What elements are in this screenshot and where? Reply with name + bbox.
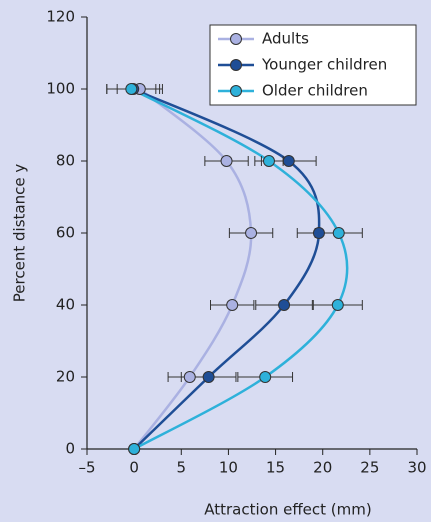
data-point bbox=[332, 227, 345, 239]
data-point bbox=[183, 371, 196, 383]
series-curve bbox=[132, 87, 321, 450]
x-tick-label: 15 bbox=[266, 459, 285, 477]
y-tick-label: 0 bbox=[65, 440, 75, 458]
data-point bbox=[262, 155, 275, 167]
series-curve bbox=[133, 88, 253, 450]
data-point bbox=[259, 371, 272, 383]
data-point bbox=[245, 227, 258, 239]
y-tick-label: 100 bbox=[46, 80, 75, 98]
y-axis-label: Percent distance y bbox=[11, 164, 29, 303]
x-tick-label: 30 bbox=[407, 459, 426, 477]
legend-marker bbox=[230, 33, 242, 45]
data-point bbox=[125, 83, 138, 95]
x-tick-label: 25 bbox=[360, 459, 379, 477]
x-tick-label: –5 bbox=[78, 459, 95, 477]
y-tick-label: 40 bbox=[56, 296, 75, 314]
data-point bbox=[226, 299, 239, 311]
y-tick-label: 60 bbox=[56, 224, 75, 242]
x-tick-label: 20 bbox=[313, 459, 332, 477]
data-point bbox=[282, 155, 295, 167]
data-point bbox=[312, 227, 325, 239]
data-point bbox=[331, 299, 344, 311]
series-curve bbox=[130, 87, 349, 451]
y-tick-label: 80 bbox=[56, 152, 75, 170]
legend-marker bbox=[230, 85, 242, 97]
y-tick-label: 20 bbox=[56, 368, 75, 386]
legend-label: Adults bbox=[262, 30, 309, 48]
data-point bbox=[202, 371, 215, 383]
data-point bbox=[128, 443, 141, 455]
data-point bbox=[278, 299, 291, 311]
x-tick-label: 0 bbox=[129, 459, 139, 477]
x-tick-label: 10 bbox=[219, 459, 238, 477]
data-point bbox=[220, 155, 233, 167]
y-tick-label: 120 bbox=[46, 8, 75, 26]
legend-label: Older children bbox=[262, 82, 368, 100]
x-tick-label: 5 bbox=[177, 459, 187, 477]
x-axis-label: Attraction effect (mm) bbox=[204, 501, 371, 519]
legend-marker bbox=[230, 59, 242, 71]
legend-label: Younger children bbox=[261, 56, 387, 74]
